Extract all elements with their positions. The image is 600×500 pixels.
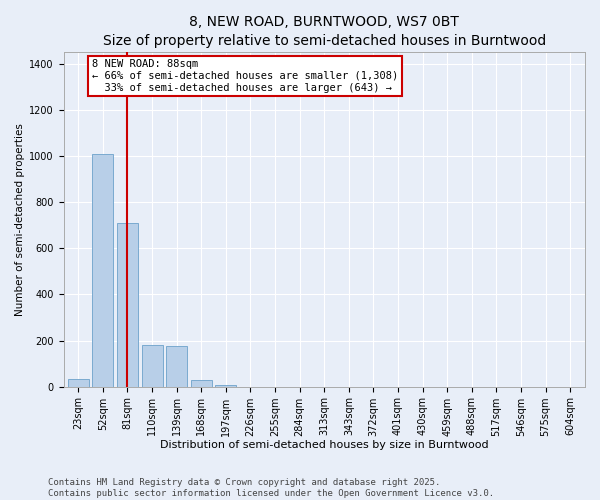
- Y-axis label: Number of semi-detached properties: Number of semi-detached properties: [15, 123, 25, 316]
- Bar: [191, 380, 212, 386]
- Bar: [92, 154, 113, 386]
- Title: 8, NEW ROAD, BURNTWOOD, WS7 0BT
Size of property relative to semi-detached house: 8, NEW ROAD, BURNTWOOD, WS7 0BT Size of …: [103, 15, 546, 48]
- Bar: [68, 378, 89, 386]
- Bar: [142, 345, 163, 387]
- Bar: [166, 346, 187, 387]
- Text: Contains HM Land Registry data © Crown copyright and database right 2025.
Contai: Contains HM Land Registry data © Crown c…: [48, 478, 494, 498]
- X-axis label: Distribution of semi-detached houses by size in Burntwood: Distribution of semi-detached houses by …: [160, 440, 488, 450]
- Bar: [117, 223, 138, 386]
- Text: 8 NEW ROAD: 88sqm
← 66% of semi-detached houses are smaller (1,308)
  33% of sem: 8 NEW ROAD: 88sqm ← 66% of semi-detached…: [92, 60, 398, 92]
